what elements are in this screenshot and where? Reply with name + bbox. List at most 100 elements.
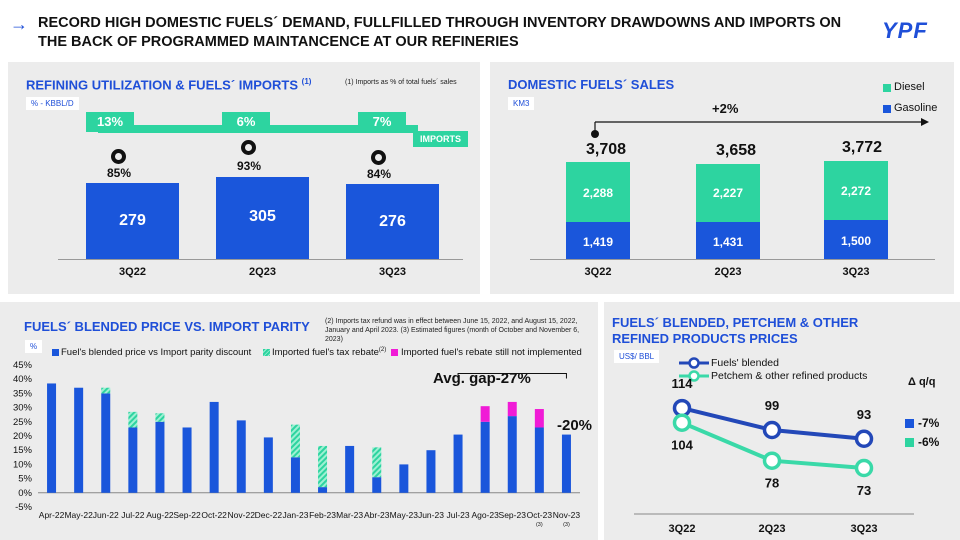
x-tick-label: May-23 bbox=[390, 510, 419, 520]
legend-gasoline: Gasoline bbox=[894, 102, 938, 114]
utilization-pct: 85% bbox=[106, 166, 132, 180]
ypf-logo: YPF bbox=[882, 18, 928, 43]
legend-blended: Fuels' blended bbox=[711, 357, 779, 369]
y-tick-label: 40% bbox=[13, 374, 33, 385]
gasoline-bar-3q23 bbox=[824, 220, 888, 259]
x-tick-label: Nov-22 bbox=[228, 510, 256, 520]
refining-panel: REFINING UTILIZATION & FUELS´ IMPORTS (1… bbox=[8, 62, 480, 294]
y-tick-label: 25% bbox=[13, 417, 33, 428]
x-tick-note: (3) bbox=[563, 522, 570, 528]
x-tick-label: Ago-23 bbox=[471, 510, 499, 520]
x-tick-label: Jan-23 bbox=[282, 510, 308, 520]
discount-bar bbox=[561, 434, 571, 493]
legend-taxrebate: Imported fuel's tax rebate(2) bbox=[272, 347, 387, 359]
tax-rebate-bar bbox=[318, 445, 328, 488]
x-tick-label: Oct-22 bbox=[201, 510, 227, 520]
discount-bar bbox=[236, 420, 246, 493]
delta-blended-swatch bbox=[905, 419, 914, 428]
utilization-circle-icon bbox=[241, 140, 256, 155]
parity-title: FUELS´ BLENDED PRICE VS. IMPORT PARITY bbox=[24, 319, 310, 334]
refining-unit: % - KBBL/D bbox=[26, 97, 79, 110]
x-tick-label: Sep-23 bbox=[499, 510, 527, 520]
refining-xlabel: 3Q23 bbox=[379, 266, 406, 278]
discount-bar bbox=[372, 477, 382, 493]
last-gap-label: -20% bbox=[557, 417, 593, 434]
discount-bar bbox=[290, 457, 300, 493]
gasoline-value: 1,419 bbox=[582, 235, 614, 249]
discount-bar bbox=[128, 427, 138, 493]
refining-axis bbox=[58, 259, 463, 260]
y-tick-label: 0% bbox=[18, 488, 32, 499]
kbbld-value: 276 bbox=[379, 213, 406, 230]
discount-bar bbox=[263, 437, 273, 493]
petchem-value: 104 bbox=[671, 438, 693, 453]
y-tick-label: -5% bbox=[15, 502, 32, 513]
discount-bar bbox=[480, 421, 490, 493]
sales-title: DOMESTIC FUELS´ SALES bbox=[508, 77, 675, 92]
parity-unit: % bbox=[25, 340, 43, 353]
legend-petchem-icon bbox=[679, 370, 709, 382]
delta-blended: -7% bbox=[918, 416, 940, 430]
x-tick-label: Feb-23 bbox=[309, 510, 336, 520]
sales-xlabel: 3Q23 bbox=[842, 266, 870, 278]
y-tick-label: 30% bbox=[13, 403, 33, 414]
kbbld-bar-2q23 bbox=[216, 177, 309, 259]
kbbld-bar-3q23 bbox=[346, 184, 439, 259]
discount-bar bbox=[182, 427, 192, 493]
header-arrow-icon: → bbox=[10, 14, 28, 34]
x-tick-label: Jun-23 bbox=[418, 510, 444, 520]
utilization-circle-icon bbox=[111, 149, 126, 164]
discount-bar bbox=[74, 387, 84, 493]
imports-box-3q22: 13% bbox=[86, 112, 134, 132]
tax-rebate-bar bbox=[101, 387, 111, 394]
x-tick-label: Dec-22 bbox=[255, 510, 283, 520]
legend-petchem: Petchem & other refined products bbox=[711, 370, 868, 382]
not-implemented-bar bbox=[534, 409, 544, 428]
refining-title: REFINING UTILIZATION & FUELS´ IMPORTS (1… bbox=[26, 77, 312, 93]
prices-unit: US$/ BBL bbox=[614, 350, 660, 363]
prices-chart: 3Q22 2Q23 3Q23 114 99 93 104 78 73 bbox=[634, 376, 914, 535]
y-tick-label: 20% bbox=[13, 431, 33, 442]
petchem-point bbox=[762, 451, 782, 470]
utilization-circle-icon bbox=[371, 150, 386, 165]
legend-discount-swatch bbox=[52, 349, 59, 356]
sales-panel: DOMESTIC FUELS´ SALES KM3 Diesel Gasolin… bbox=[490, 62, 954, 294]
x-tick-label: Aug-22 bbox=[146, 510, 174, 520]
tax-rebate-bar bbox=[128, 411, 138, 428]
parity-chart: 45%40%35%30%25%20%15%10%5%0%-5%Apr-22 May… bbox=[13, 360, 580, 528]
x-tick-note: (3) bbox=[536, 522, 543, 528]
x-tick-label: 2Q23 bbox=[759, 523, 786, 535]
petchem-value: 78 bbox=[765, 476, 779, 491]
blended-value: 93 bbox=[857, 407, 871, 422]
legend-gasoline-swatch bbox=[883, 105, 891, 113]
gasoline-bar-2q23 bbox=[696, 222, 760, 259]
legend-discount: Fuel's blended price vs Import parity di… bbox=[61, 347, 252, 358]
tax-rebate-bar bbox=[290, 424, 300, 458]
x-tick-label: Oct-23 bbox=[527, 510, 553, 520]
refining-footnote: (1) Imports as % of total fuels´ sales bbox=[345, 79, 457, 86]
y-tick-label: 15% bbox=[13, 445, 33, 456]
discount-bar bbox=[453, 434, 463, 493]
utilization-pct: 93% bbox=[236, 159, 262, 173]
discount-bar bbox=[534, 427, 544, 493]
legend-notimpl: Imported fuel's rebate still not impleme… bbox=[401, 347, 582, 358]
gasoline-bar-3q22 bbox=[566, 222, 630, 259]
discount-bar bbox=[507, 416, 517, 493]
tax-rebate-bar bbox=[372, 447, 382, 478]
discount-bar bbox=[345, 445, 355, 493]
diesel-bar-2q23 bbox=[696, 164, 760, 222]
discount-bar bbox=[155, 421, 165, 493]
not-implemented-bar bbox=[507, 401, 517, 417]
growth-label: +2% bbox=[712, 101, 739, 116]
legend-blended-icon bbox=[679, 357, 709, 369]
discount-bar bbox=[101, 393, 111, 493]
petchem-point bbox=[854, 458, 874, 478]
y-tick-label: 5% bbox=[18, 474, 32, 485]
imports-box-3q23: 7% bbox=[358, 112, 406, 132]
diesel-bar-3q23 bbox=[824, 161, 888, 220]
legend-diesel-swatch bbox=[883, 84, 891, 92]
sales-xlabel: 3Q22 bbox=[584, 266, 612, 278]
x-tick-label: 3Q23 bbox=[851, 523, 878, 535]
refining-xlabel: 3Q22 bbox=[119, 266, 146, 278]
legend-taxrebate-swatch bbox=[263, 349, 270, 356]
